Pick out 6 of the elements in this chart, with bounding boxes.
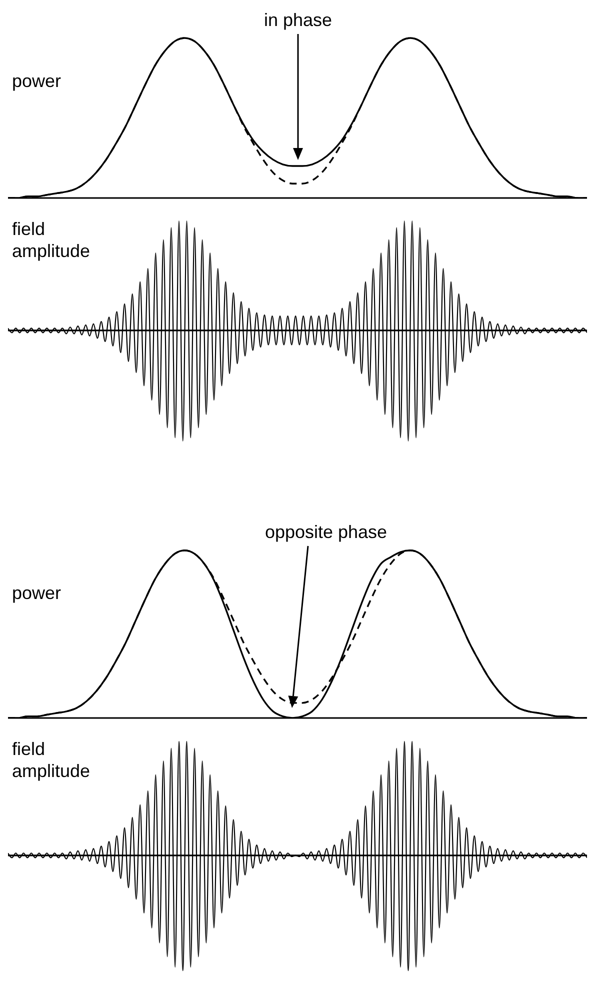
text: in phase: [262, 9, 334, 31]
y-axis-title: power: [12, 582, 62, 604]
y-axis-title: field amplitude: [12, 218, 92, 262]
y-axis-title: field amplitude: [12, 738, 92, 782]
y-axis-title: power: [12, 70, 62, 92]
text: opposite phase: [264, 521, 388, 543]
